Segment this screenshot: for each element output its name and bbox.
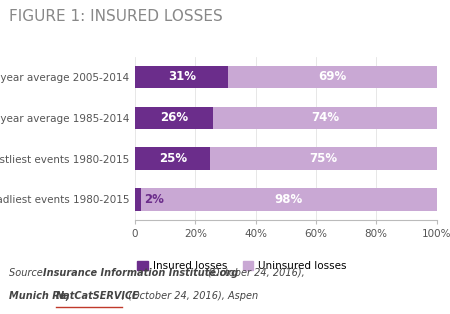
- Text: 25%: 25%: [158, 152, 187, 165]
- Text: NatCatSERVICE: NatCatSERVICE: [56, 291, 140, 301]
- Text: Source:: Source:: [9, 268, 49, 278]
- Text: Insurance Information Institute.org: Insurance Information Institute.org: [43, 268, 238, 278]
- Text: Munich Re,: Munich Re,: [9, 291, 73, 301]
- Bar: [135, 188, 141, 211]
- Bar: [229, 66, 436, 88]
- Bar: [211, 147, 436, 170]
- Text: 26%: 26%: [160, 111, 188, 124]
- Text: 31%: 31%: [168, 70, 196, 84]
- Text: , (October 24, 2016), Aspen: , (October 24, 2016), Aspen: [122, 291, 257, 301]
- Text: 74%: 74%: [311, 111, 339, 124]
- Text: FIGURE 1: INSURED LOSSES: FIGURE 1: INSURED LOSSES: [9, 9, 223, 24]
- Text: 75%: 75%: [310, 152, 338, 165]
- Bar: [141, 188, 436, 211]
- Text: 2%: 2%: [144, 193, 164, 206]
- Bar: [135, 106, 213, 129]
- Bar: [213, 106, 436, 129]
- Text: 69%: 69%: [318, 70, 346, 84]
- Text: (October 24, 2016),: (October 24, 2016),: [205, 268, 305, 278]
- Legend: Insured losses, Uninsured losses: Insured losses, Uninsured losses: [137, 261, 347, 271]
- Text: 98%: 98%: [274, 193, 303, 206]
- Bar: [135, 66, 229, 88]
- Bar: [135, 147, 211, 170]
